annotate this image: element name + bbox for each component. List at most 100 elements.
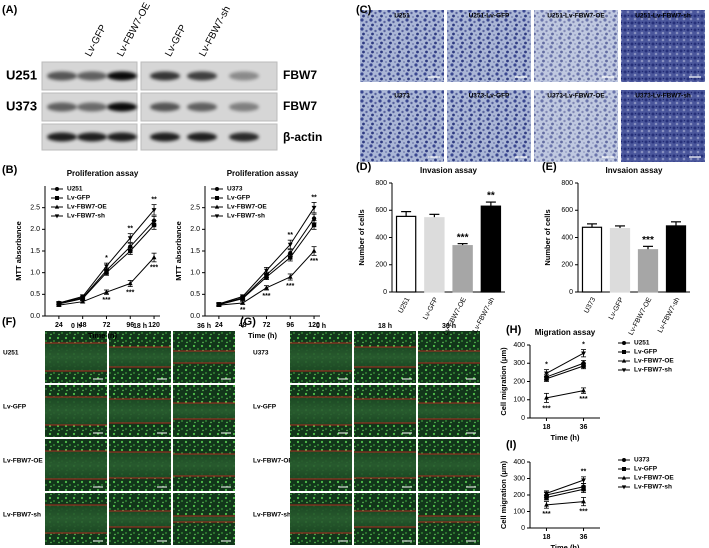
bar xyxy=(480,205,502,293)
time-label: 36 h xyxy=(442,323,456,330)
series-line xyxy=(546,488,584,498)
panel-label: (G) xyxy=(240,316,256,328)
legend-label: Lv-FBW7-sh xyxy=(67,213,105,220)
data-point xyxy=(240,300,246,305)
y-tick-label: 200 xyxy=(513,492,525,499)
legend-marker xyxy=(55,196,59,200)
x-axis-label: Time (h) xyxy=(550,433,580,442)
legend-marker xyxy=(55,187,59,191)
data-point xyxy=(581,363,586,369)
data-point xyxy=(311,248,317,253)
legend-marker xyxy=(621,475,627,480)
x-tick-label: 24 xyxy=(215,322,223,329)
x-tick-label: 72 xyxy=(263,322,271,329)
data-point xyxy=(287,274,293,279)
data-point xyxy=(287,242,293,248)
blot-band xyxy=(150,71,180,81)
legend-label: Lv-FBW7-sh xyxy=(227,213,265,220)
series-line xyxy=(546,390,584,399)
chart: 0 200 400 600 800 Invasion assay Number of cel… xyxy=(357,166,505,337)
y-axis-label: MTT absorbance xyxy=(174,221,183,281)
scratch-gap xyxy=(418,454,480,476)
data-point xyxy=(127,236,133,241)
blot-band xyxy=(150,102,180,112)
legend-marker xyxy=(621,368,627,373)
x-tick-label: 48 xyxy=(239,322,247,329)
scratch-gap xyxy=(45,397,107,425)
data-point xyxy=(544,376,549,381)
data-point xyxy=(80,294,86,300)
time-label: 0 h xyxy=(71,323,81,330)
significance: *** xyxy=(642,235,654,246)
blot-band xyxy=(187,132,217,142)
scratch-gap xyxy=(354,347,416,367)
x-tick-label: Lv-FBW7-OE xyxy=(442,296,468,336)
data-point xyxy=(127,280,133,286)
data-point xyxy=(581,498,586,504)
lane-label: Lv-FBW7-sh xyxy=(197,4,233,58)
legend-label: Lv-GFP xyxy=(634,349,658,356)
x-tick-label: Lv-FBW7-sh xyxy=(657,296,681,334)
data-point xyxy=(104,289,109,294)
y-tick-label: 0.5 xyxy=(30,291,40,298)
y-axis-label: MTT absorbance xyxy=(14,221,23,281)
scratch-gap xyxy=(173,403,235,419)
panel-label: (B) xyxy=(2,164,18,176)
data-point xyxy=(240,294,246,300)
data-point xyxy=(264,285,269,290)
x-tick-label: Lv-FBW7-sh xyxy=(472,296,496,334)
legend-label: Lv-FBW7-sh xyxy=(634,484,672,491)
panel-label: (D) xyxy=(356,161,372,173)
invasion-image xyxy=(534,10,618,82)
x-tick-label: 18 xyxy=(543,534,551,541)
y-tick-label: 400 xyxy=(513,459,525,466)
legend-label: Lv-GFP xyxy=(634,466,658,473)
significance: *** xyxy=(457,232,469,243)
data-point xyxy=(544,502,549,507)
x-tick-label: 24 xyxy=(55,322,63,329)
chart: 0 100 200 300 400 Migration assay Cell migrati… xyxy=(499,328,674,442)
data-point xyxy=(151,254,157,260)
invasion-image xyxy=(621,10,705,82)
blot-band xyxy=(229,132,259,142)
x-tick-label: 120 xyxy=(308,322,320,329)
scratch-gap xyxy=(354,399,416,423)
scratch-gap xyxy=(290,451,352,479)
x-tick-label: 36 xyxy=(580,424,588,431)
y-tick-label: 0 xyxy=(521,415,525,422)
scratch-gap xyxy=(290,505,352,533)
significance: *** xyxy=(542,405,550,412)
y-axis-label: Number of cells xyxy=(357,209,366,265)
y-tick-label: 0.0 xyxy=(190,313,200,320)
panel-label: (E) xyxy=(542,161,557,173)
image-label: U373-Lv-FBW7-OE xyxy=(547,93,605,100)
series-line xyxy=(546,362,584,378)
time-label: 36 h xyxy=(197,323,211,330)
data-point xyxy=(544,495,549,500)
significance: * xyxy=(105,255,108,262)
y-tick-label: 0 xyxy=(569,289,573,296)
chart-title: Proliferation assay xyxy=(227,169,299,178)
y-tick-label: 200 xyxy=(513,378,525,385)
y-tick-label: 200 xyxy=(375,262,387,269)
y-tick-label: 1.5 xyxy=(190,248,200,255)
significance: * xyxy=(582,341,585,348)
panel-label: (I) xyxy=(506,439,517,451)
scratch-gap xyxy=(418,516,480,522)
lane-label: Lv-GFP xyxy=(83,23,109,59)
significance: *** xyxy=(286,283,294,290)
blot-band xyxy=(47,102,77,112)
y-tick-label: 400 xyxy=(513,342,525,349)
x-tick-label: 72 xyxy=(103,322,111,329)
legend-marker xyxy=(622,458,626,462)
x-tick-label: Lv-FBW7-OE xyxy=(628,296,654,336)
row-label: U373 xyxy=(253,350,269,357)
image-label: U373-Lv-GFP xyxy=(469,93,510,100)
scratch-gap xyxy=(109,452,171,478)
scratch-gap xyxy=(354,452,416,478)
chart: 0 200 400 600 800 Invsaion assay Number of cel… xyxy=(543,166,690,337)
series-line xyxy=(546,486,584,496)
legend-label: U373 xyxy=(634,457,650,464)
x-tick-label: 36 xyxy=(580,534,588,541)
blot-band xyxy=(47,132,77,142)
